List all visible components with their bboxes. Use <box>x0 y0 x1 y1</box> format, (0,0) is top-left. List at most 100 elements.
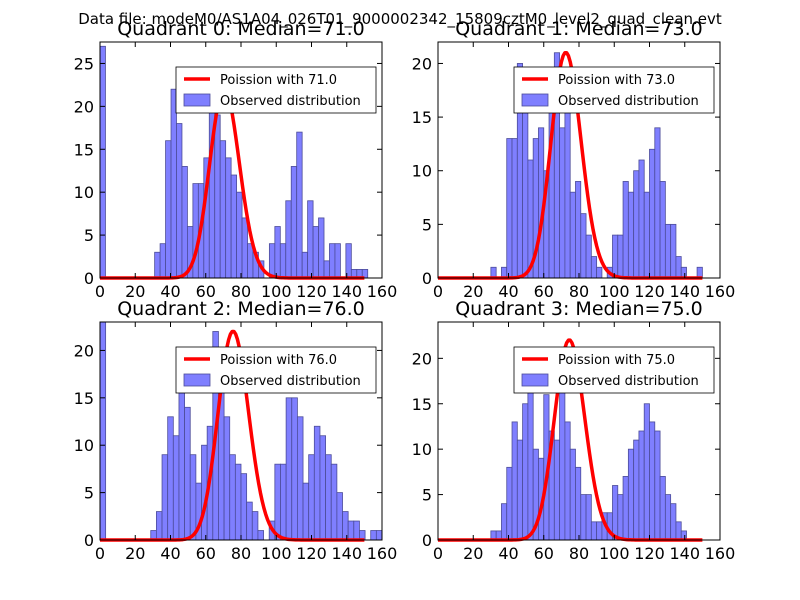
histogram-bar <box>285 397 293 541</box>
histogram-bar <box>580 213 587 279</box>
legend: Poission with 73.0 Observed distribution <box>513 66 715 114</box>
histogram-bar <box>313 425 321 541</box>
histogram-bar <box>181 166 188 279</box>
subplot-quadrant-0: 0 20 40 60 80 100 120 140 160 0 5 10 15 20 25 Quadrant … <box>74 18 398 301</box>
histogram-bar <box>612 234 619 279</box>
y-tick-label: 20 <box>412 54 432 73</box>
histogram-bar <box>225 157 232 279</box>
subplot-title: Quadrant 0: Median=71.0 <box>117 18 365 40</box>
legend-poisson-label: Poission with 75.0 <box>558 353 675 368</box>
y-tick-label: 10 <box>74 436 94 455</box>
histogram-bar <box>596 266 603 279</box>
histogram-bar <box>308 454 315 541</box>
histogram-bar <box>234 463 242 541</box>
legend-histogram-label: Observed distribution <box>220 374 361 389</box>
histogram-bar <box>318 217 325 279</box>
histogram-bar <box>675 256 682 279</box>
x-tick-label: 100 <box>599 544 630 563</box>
histogram-bar <box>257 530 264 541</box>
legend-poisson-label: Poission with 73.0 <box>558 73 675 88</box>
histogram-bar <box>246 501 253 541</box>
x-tick-label: 160 <box>705 544 736 563</box>
histogram-bar <box>564 95 571 279</box>
x-tick-label: 20 <box>125 544 145 563</box>
histogram-bar <box>590 521 598 541</box>
histogram-bar <box>241 217 248 279</box>
x-tick-label: 0 <box>95 544 105 563</box>
y-tick-label: 10 <box>412 440 432 459</box>
histogram-bar <box>649 421 656 541</box>
histogram-bar <box>506 138 513 279</box>
histogram-bar <box>167 416 174 541</box>
y-tick-label: 15 <box>412 395 432 414</box>
histogram-bar <box>617 234 624 279</box>
legend-poisson-label: Poission with 76.0 <box>220 353 337 368</box>
histogram-bar <box>161 454 169 541</box>
y-tick-label: 0 <box>422 269 432 288</box>
histogram-bar <box>184 406 191 541</box>
histogram-bar <box>336 492 343 541</box>
x-tick-label: 140 <box>331 282 362 301</box>
histogram-bar <box>501 503 508 541</box>
x-tick-label: 60 <box>196 544 216 563</box>
histogram-bar <box>274 463 281 541</box>
x-tick-label: 100 <box>261 282 292 301</box>
legend: Poission with 76.0 Observed distribution <box>175 346 377 394</box>
histogram-bar <box>622 181 629 279</box>
histogram-bar <box>290 166 298 279</box>
legend-histogram-swatch <box>183 93 211 107</box>
y-tick-label: 5 <box>84 226 94 245</box>
histogram-bar <box>370 530 377 541</box>
x-tick-label: 0 <box>433 282 443 301</box>
histogram-bar <box>296 416 304 541</box>
histogram-bar <box>527 385 534 541</box>
x-tick-label: 80 <box>569 282 589 301</box>
histogram-bar <box>585 234 592 279</box>
x-tick-label: 20 <box>463 282 483 301</box>
y-tick-label: 0 <box>422 531 432 550</box>
x-tick-label: 120 <box>634 282 665 301</box>
histogram-bar <box>330 463 338 541</box>
histogram-bar <box>522 403 529 541</box>
subplot-quadrant-1: 0 20 40 60 80 100 120 140 160 0 5 10 15 20 Quadrant 1:… <box>412 18 736 301</box>
x-tick-label: 80 <box>569 544 589 563</box>
histogram-bar <box>617 494 624 541</box>
histogram-bar <box>659 181 666 279</box>
x-tick-label: 160 <box>705 282 736 301</box>
histogram-bar <box>664 494 672 541</box>
histogram-bar <box>516 439 523 541</box>
histogram-bar <box>585 494 592 541</box>
histogram-bar <box>670 503 677 541</box>
histogram-bar <box>99 45 106 279</box>
histogram-bar <box>285 200 292 279</box>
histogram-bar <box>345 243 352 279</box>
x-tick-label: 80 <box>231 544 251 563</box>
histogram-bar <box>633 170 640 279</box>
x-tick-label: 40 <box>160 282 180 301</box>
histogram-bar <box>633 439 640 541</box>
histogram-bar <box>564 421 571 541</box>
histogram-bar <box>223 416 231 541</box>
y-tick-label: 10 <box>412 162 432 181</box>
x-tick-label: 60 <box>196 282 216 301</box>
histogram-bar <box>229 454 236 541</box>
legend-histogram-swatch <box>521 373 549 387</box>
histogram-bar <box>506 466 513 541</box>
y-tick-label: 10 <box>74 183 94 202</box>
histogram-bar <box>291 397 298 541</box>
subplot-title: Quadrant 1: Median=73.0 <box>455 18 703 40</box>
histogram-bar <box>240 473 248 541</box>
histogram-bar <box>334 243 341 279</box>
histogram-bar <box>569 191 576 279</box>
legend: Poission with 71.0 Observed distribution <box>175 66 377 114</box>
legend-poisson-label: Poission with 71.0 <box>220 73 337 88</box>
x-tick-label: 140 <box>669 282 700 301</box>
figure-title: Data file: modeM0/AS1A04_026T01_90000023… <box>78 10 722 29</box>
histogram-bar <box>342 511 349 541</box>
subplot-quadrant-3: 0 20 40 60 80 100 120 140 160 0 5 10 15 20 Quadrant 3:… <box>412 298 736 563</box>
histogram-bar <box>214 114 221 279</box>
histogram-bar <box>165 140 172 279</box>
histogram-bar <box>312 226 319 279</box>
histogram-bar <box>649 148 656 279</box>
